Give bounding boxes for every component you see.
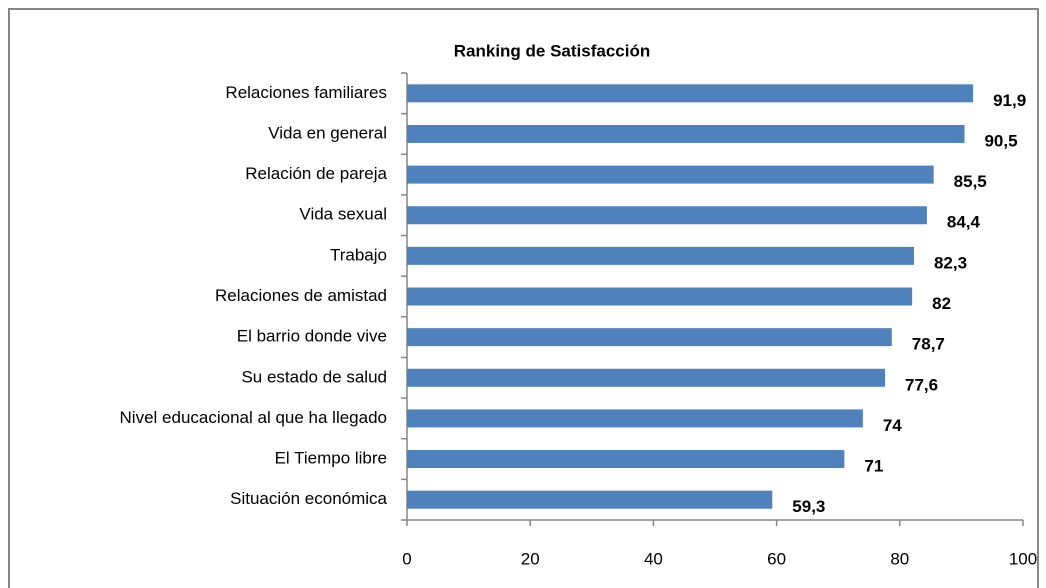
bar [407, 368, 886, 387]
y-tick-label: El barrio donde vive [237, 327, 387, 346]
x-tick-label: 0 [402, 549, 411, 568]
y-tick-label: Vida sexual [299, 205, 387, 224]
bar [407, 206, 927, 225]
bar [407, 124, 965, 143]
x-tick-label: 60 [767, 549, 786, 568]
value-label: 91,9 [993, 91, 1026, 110]
x-tick-label: 40 [644, 549, 663, 568]
bar [407, 84, 974, 103]
y-tick-label: Relaciones familiares [225, 83, 387, 102]
value-label: 82 [932, 294, 951, 313]
bar [407, 246, 914, 265]
bar [407, 409, 863, 428]
chart-title: Ranking de Satisfacción [454, 41, 651, 60]
value-label: 78,7 [912, 335, 945, 354]
value-label: 82,3 [934, 253, 967, 272]
y-tick-label: Su estado de salud [241, 367, 387, 386]
value-label: 59,3 [792, 497, 825, 516]
value-label: 74 [883, 416, 902, 435]
bar [407, 165, 934, 184]
y-tick-label: Situación económica [230, 489, 387, 508]
value-label: 77,6 [905, 375, 938, 394]
y-tick-label: Vida en general [268, 123, 387, 142]
bar [407, 287, 913, 306]
value-label: 84,4 [947, 213, 981, 232]
value-label: 90,5 [984, 131, 1017, 150]
x-tick-label: 100 [1009, 549, 1037, 568]
y-tick-label: Trabajo [330, 245, 387, 264]
y-tick-label: Relación de pareja [245, 164, 387, 183]
y-tick-label: El Tiempo libre [275, 449, 387, 468]
x-tick-label: 20 [521, 549, 540, 568]
value-label: 85,5 [954, 172, 987, 191]
bar [407, 328, 892, 347]
bar [407, 490, 773, 509]
y-tick-label: Relaciones de amistad [215, 286, 387, 305]
x-tick-label: 80 [890, 549, 909, 568]
y-tick-label: Nivel educacional al que ha llegado [120, 408, 387, 427]
bar [407, 450, 845, 469]
value-label: 71 [864, 457, 883, 476]
